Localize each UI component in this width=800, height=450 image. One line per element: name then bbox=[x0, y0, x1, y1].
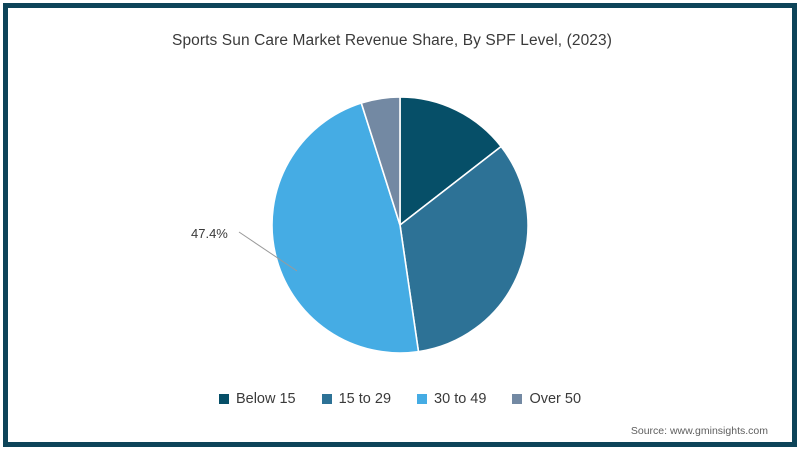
legend-swatch-icon bbox=[218, 394, 229, 404]
legend-item-label: Below 15 bbox=[235, 391, 296, 407]
legend-item[interactable]: Over 50 bbox=[512, 391, 581, 407]
pie-slice[interactable] bbox=[271, 101, 420, 354]
pie-slice[interactable] bbox=[399, 145, 529, 353]
legend-item[interactable]: 15 to 29 bbox=[321, 391, 392, 407]
pie-slice[interactable] bbox=[399, 96, 503, 227]
legend-item[interactable]: Below 15 bbox=[218, 391, 296, 407]
legend-item-label: 30 to 49 bbox=[434, 391, 487, 407]
leader-line-group bbox=[238, 231, 298, 272]
page-title: Sports Sun Care Market Revenue Share, By… bbox=[172, 32, 613, 49]
source-note: Source: www.gminsights.com bbox=[630, 425, 768, 437]
slice-data-label: 47.4% bbox=[191, 226, 228, 241]
legend-swatch-icon bbox=[417, 394, 428, 404]
legend-item-label: Over 50 bbox=[529, 391, 582, 407]
chart-legend: Below 15 15 to 29 30 to 49 Over 50 bbox=[0, 391, 800, 407]
legend-item[interactable]: 30 to 49 bbox=[417, 391, 486, 407]
pie-slice[interactable] bbox=[360, 96, 401, 226]
leader-line bbox=[238, 231, 298, 272]
pie-slice-group bbox=[271, 96, 529, 354]
legend-item-label: 15 to 29 bbox=[338, 391, 392, 407]
legend-swatch-icon bbox=[321, 394, 332, 404]
legend-swatch-icon bbox=[512, 394, 523, 404]
